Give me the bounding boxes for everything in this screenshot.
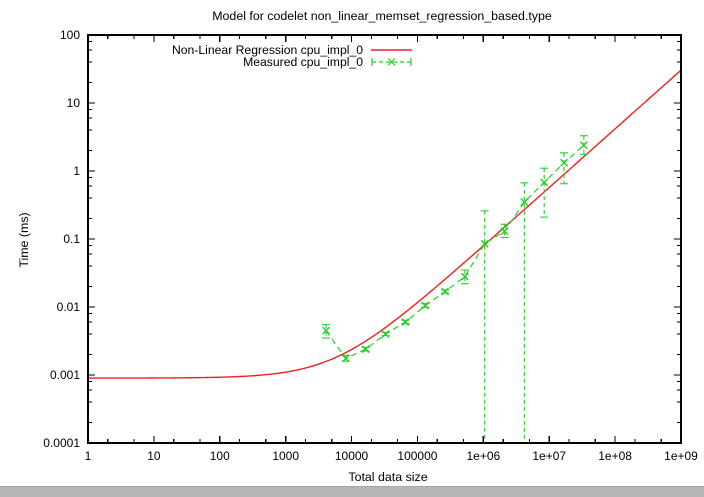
regression-line — [88, 69, 682, 379]
x-tick-label: 1e+08 — [598, 449, 632, 463]
axis-box — [87, 34, 682, 444]
x-tick-label: 1 — [85, 449, 92, 463]
x-tick-label: 1e+07 — [532, 449, 566, 463]
y-tick-label: 10 — [67, 96, 81, 110]
x-tick-label: 1e+06 — [466, 449, 500, 463]
x-tick-label: 10 — [147, 449, 161, 463]
legend-row-measured: Measured cpu_impl_0 — [172, 55, 412, 70]
horizontal-scrollbar[interactable] — [0, 486, 704, 497]
y-tick-label: 1 — [73, 164, 80, 178]
axis-ticks — [87, 34, 682, 444]
legend-row-regression: Non-Linear Regression cpu_impl_0 — [171, 42, 412, 57]
y-tick-label: 0.0001 — [43, 436, 80, 450]
x-axis-label: Total data size — [348, 470, 428, 484]
measured-line — [325, 144, 585, 360]
x-tick-label: 1000 — [272, 449, 299, 463]
y-tick-label: 0.01 — [57, 300, 81, 314]
measured-points — [322, 141, 588, 363]
y-tick-label: 100 — [60, 28, 80, 42]
y-tick-label: 0.1 — [63, 232, 80, 246]
x-tick-label: 100 — [210, 449, 230, 463]
legend: Non-Linear Regression cpu_impl_0 Measure… — [171, 42, 412, 70]
tick-labels: 100 10 1 0.1 0.01 0.001 0.0001 1 10 100 1000 10000 1… — [43, 28, 698, 463]
chart-title: Model for codelet non_linear_memset_regr… — [212, 9, 552, 23]
x-tick-label: 1e+09 — [664, 449, 698, 463]
y-axis-label: Time (ms) — [17, 212, 31, 268]
regression-line-sample — [371, 44, 412, 56]
legend-label-measured: Measured cpu_impl_0 — [243, 55, 363, 70]
x-tick-label: 100000 — [397, 449, 437, 463]
y-tick-label: 0.001 — [50, 368, 80, 382]
x-tick-label: 10000 — [335, 449, 369, 463]
measured-errorbar-sample — [371, 56, 412, 68]
legend-label-regression: Non-Linear Regression cpu_impl_0 — [171, 42, 363, 57]
error-bars — [322, 135, 588, 443]
